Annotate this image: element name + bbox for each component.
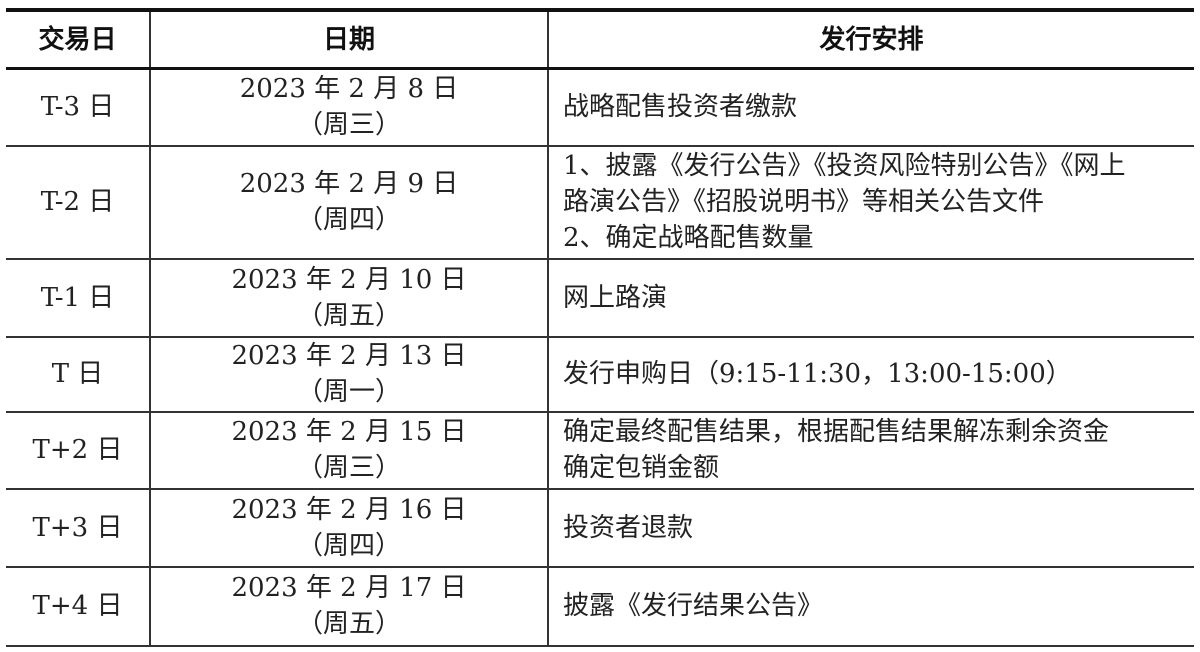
header-arrangement: 发行安排: [547, 8, 1194, 70]
date-cell: 2023 年 2 月 13 日 （周一）: [149, 335, 549, 413]
arrangement-line: 确定包销金额: [563, 453, 720, 483]
table-row: T-2 日 2023 年 2 月 9 日 （周四） 1、披露《发行公告》《投资风险特别…: [6, 144, 1194, 260]
header-trading-day: 交易日: [6, 8, 151, 70]
trading-day-cell: T+2 日: [6, 410, 151, 490]
trading-day-cell: T+4 日: [6, 565, 151, 647]
arrangement-line: 1、披露《发行公告》《投资风险特别公告》《网上: [563, 151, 1126, 181]
arrangement-line: 投资者退款: [563, 512, 694, 543]
arrangement-line: 2、确定战略配售数量: [563, 223, 814, 253]
arrangement-cell: 确定最终配售结果，根据配售结果解冻剩余资金 确定包销金额: [547, 410, 1194, 490]
table-row: T-3 日 2023 年 2 月 8 日 （周三） 战略配售投资者缴款: [6, 67, 1194, 147]
arrangement-line: 网上路演: [563, 282, 668, 313]
arrangement-cell: 投资者退款: [547, 487, 1194, 568]
issuance-schedule-table: 交易日 日期 发行安排 T-3 日 2023 年 2 月 8 日 （周三） 战略配售投…: [6, 8, 1194, 647]
arrangement-line: 确定最终配售结果，根据配售结果解冻剩余资金: [563, 417, 1110, 447]
arrangement-line: 发行申购日（9:15-11:30，13:00-15:00）: [563, 359, 1072, 389]
weekday: （周四）: [296, 530, 401, 561]
date: 2023 年 2 月 13 日: [231, 341, 467, 371]
date: 2023 年 2 月 15 日: [231, 417, 467, 447]
arrangement-line: 路演公告》《招股说明书》等相关公告文件: [563, 187, 1045, 217]
weekday: （周五）: [296, 609, 401, 639]
arrangement-line: 战略配售投资者缴款: [563, 92, 798, 123]
trading-day: T-2 日: [40, 187, 115, 217]
date-cell: 2023 年 2 月 17 日 （周五）: [149, 565, 549, 647]
table-row: T+3 日 2023 年 2 月 16 日 （周四） 投资者退款: [6, 487, 1194, 568]
trading-day: T-1 日: [40, 282, 115, 313]
trading-day-cell: T-1 日: [6, 257, 151, 338]
date-cell: 2023 年 2 月 10 日 （周五）: [149, 257, 549, 338]
date-cell: 2023 年 2 月 8 日 （周三）: [149, 67, 549, 147]
weekday: （周三）: [296, 110, 401, 141]
arrangement-line: 披露《发行结果公告》: [563, 591, 824, 621]
date-cell: 2023 年 2 月 15 日 （周三）: [149, 410, 549, 490]
arrangement-cell: 披露《发行结果公告》: [547, 565, 1194, 647]
header-date: 日期: [149, 8, 549, 70]
trading-day-cell: T-2 日: [6, 144, 151, 260]
date: 2023 年 2 月 16 日: [231, 494, 467, 525]
weekday: （周三）: [296, 453, 401, 483]
date: 2023 年 2 月 8 日: [239, 74, 459, 105]
weekday: （周四）: [296, 205, 401, 235]
date: 2023 年 2 月 10 日: [231, 264, 467, 295]
trading-day-cell: T+3 日: [6, 487, 151, 568]
trading-day: T+3 日: [32, 512, 123, 543]
arrangement-cell: 战略配售投资者缴款: [547, 67, 1194, 147]
trading-day: T+2 日: [32, 435, 123, 465]
table-row: T-1 日 2023 年 2 月 10 日 （周五） 网上路演: [6, 257, 1194, 338]
table-header-row: 交易日 日期 发行安排: [6, 8, 1194, 70]
date: 2023 年 2 月 9 日: [239, 169, 459, 199]
arrangement-cell: 网上路演: [547, 257, 1194, 338]
date-cell: 2023 年 2 月 9 日 （周四）: [149, 144, 549, 260]
arrangement-cell: 1、披露《发行公告》《投资风险特别公告》《网上 路演公告》《招股说明书》等相关公告…: [547, 144, 1194, 260]
table-row: T+2 日 2023 年 2 月 15 日 （周三） 确定最终配售结果，根据配售结果解…: [6, 410, 1194, 490]
weekday: （周五）: [296, 300, 401, 331]
date-cell: 2023 年 2 月 16 日 （周四）: [149, 487, 549, 568]
trading-day-cell: T 日: [6, 335, 151, 413]
arrangement-cell: 发行申购日（9:15-11:30，13:00-15:00）: [547, 335, 1194, 413]
table-row: T+4 日 2023 年 2 月 17 日 （周五） 披露《发行结果公告》: [6, 565, 1194, 647]
trading-day: T+4 日: [32, 591, 123, 621]
trading-day-cell: T-3 日: [6, 67, 151, 147]
table-row: T 日 2023 年 2 月 13 日 （周一） 发行申购日（9:15-11:30，1…: [6, 335, 1194, 413]
trading-day: T-3 日: [40, 92, 115, 123]
weekday: （周一）: [296, 377, 401, 407]
date: 2023 年 2 月 17 日: [231, 573, 467, 603]
trading-day: T 日: [51, 359, 104, 389]
